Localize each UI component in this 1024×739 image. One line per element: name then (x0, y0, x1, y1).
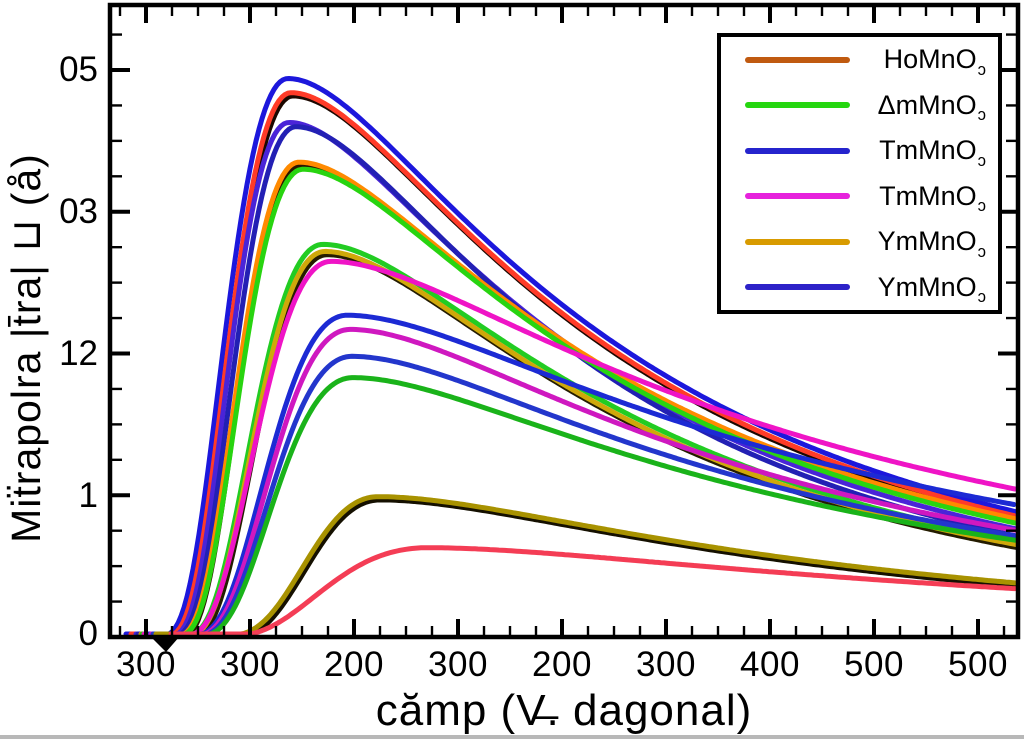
legend-line-swatch (745, 238, 850, 245)
legend-item: ΔmMnOɔ (721, 89, 998, 125)
legend-label: TmMnOɔ (879, 180, 986, 216)
legend-line-swatch (745, 102, 850, 109)
x-tick-label: 200 (532, 645, 592, 684)
legend-item: TmMnOɔ (721, 135, 998, 170)
x-tick-label: 400 (740, 645, 800, 684)
legend-label: YmMnOɔ (877, 271, 986, 307)
legend-item: YmMnOɔ (721, 226, 998, 261)
legend-label-subscript: ɔ (977, 150, 986, 170)
legend-label: ΔmMnOɔ (877, 89, 986, 125)
bottom-edge-strip (0, 735, 1024, 739)
legend-line-swatch (745, 56, 850, 63)
y-tick-label: 05 (59, 50, 98, 89)
legend-line-swatch (745, 147, 850, 154)
legend-label-subscript: ɔ (977, 241, 986, 261)
legend-item: HoMnOɔ (721, 44, 998, 79)
y-tick-label: 1 (78, 476, 98, 515)
x-tick-label: 300 (428, 645, 488, 684)
legend-label-subscript: ɔ (977, 105, 986, 125)
x-axis-label: cămp (V̶. dagonal) (375, 686, 753, 735)
y-tick-label: 0 (78, 614, 98, 653)
legend-line-swatch (745, 193, 850, 200)
legend: HoMnOɔ ΔmMnOɔ TmMnOɔ TmMnOɔ YmMnOɔ YmMnO… (717, 33, 1002, 314)
legend-item: YmMnOɔ (721, 271, 998, 307)
x-tick-label: 500 (948, 645, 1008, 684)
legend-label-subscript: ɔ (977, 59, 986, 79)
legend-label: YmMnOɔ (877, 226, 986, 261)
x-tick-label: 300 (220, 645, 280, 684)
x-tick-label: 200 (324, 645, 384, 684)
y-tick-label: 12 (59, 334, 98, 373)
legend-item: TmMnOɔ (721, 180, 998, 216)
y-tick-label: 03 (59, 192, 98, 231)
legend-label: TmMnOɔ (879, 135, 986, 170)
x-tick-label: 300 (636, 645, 696, 684)
x-tick-label: 500 (844, 645, 904, 684)
legend-label-subscript: ɔ (977, 287, 986, 307)
y-axis-label: Miẗrapolra |t̄ra| ⊔ (å) (3, 153, 49, 543)
legend-label: HoMnOɔ (883, 44, 986, 79)
legend-line-swatch (745, 284, 850, 291)
legend-label-subscript: ɔ (977, 196, 986, 216)
x-tick-label: 300 (116, 645, 176, 684)
